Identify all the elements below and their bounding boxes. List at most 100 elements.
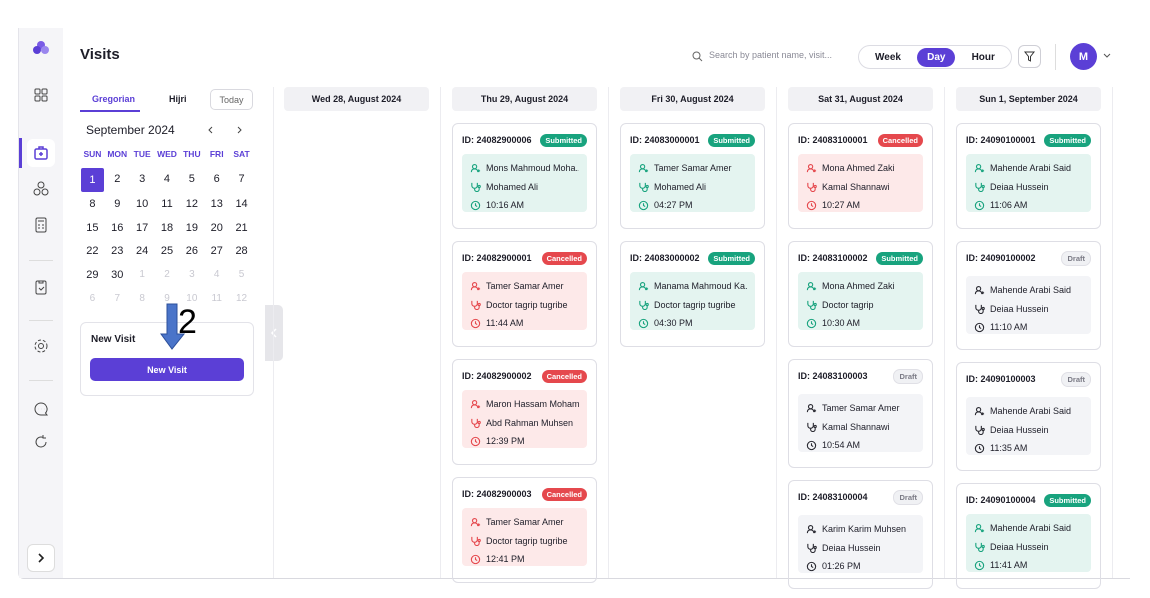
day[interactable]: 29 xyxy=(86,268,99,281)
day[interactable]: 10 xyxy=(136,198,149,211)
collapse-handle[interactable] xyxy=(265,305,283,361)
visit-card[interactable]: ID: 24083100003 Draft Tamer Samar Amer Kama… xyxy=(788,359,933,468)
patient: Mona Ahmed Zaki xyxy=(822,281,895,292)
next-month-day[interactable]: 1 xyxy=(139,269,145,281)
day[interactable]: 8 xyxy=(89,198,96,211)
day[interactable]: 20 xyxy=(210,221,223,234)
visit-card[interactable]: ID: 24090100001 Submitted Mahende Arabi Sa… xyxy=(956,123,1101,229)
refresh-icon[interactable] xyxy=(32,433,50,451)
next-month-day[interactable]: 12 xyxy=(236,292,248,304)
visit-card[interactable]: ID: 24090100004 Submitted Mahende Arabi Sa… xyxy=(956,483,1101,589)
day[interactable]: 5 xyxy=(188,172,195,185)
tab[interactable]: Hijri xyxy=(169,94,187,104)
time-row: 11:41 AM xyxy=(974,556,1083,575)
billing-icon[interactable] xyxy=(32,216,50,234)
day[interactable]: 18 xyxy=(160,221,174,234)
day[interactable]: 14 xyxy=(235,198,248,211)
day[interactable]: 30 xyxy=(111,268,124,281)
next-month-day[interactable]: 4 xyxy=(213,269,220,281)
day[interactable]: 17 xyxy=(136,221,149,234)
doctor: Abd Rahman Muhsen xyxy=(486,417,574,428)
status-badge: Submitted xyxy=(708,133,755,147)
day[interactable]: 3 xyxy=(139,172,146,185)
next-month-day[interactable]: 3 xyxy=(189,269,195,281)
day[interactable]: 26 xyxy=(185,245,198,258)
visit-card[interactable]: ID: 24083000001 Submitted Tamer Samar Amer… xyxy=(620,123,765,229)
next-month-day[interactable]: 5 xyxy=(238,269,245,281)
patient-icon xyxy=(974,406,985,415)
next-month-day[interactable]: 11 xyxy=(211,292,222,304)
time: 11:44 AM xyxy=(486,318,524,329)
view-option[interactable]: Week xyxy=(875,51,901,63)
time-row: 10:54 AM xyxy=(806,436,915,455)
visit-card[interactable]: ID: 24082900002 Cancelled Maron Hassam Moh… xyxy=(452,359,597,465)
time: 01:26 PM xyxy=(822,561,861,572)
visit-card[interactable]: ID: 24083100002 Submitted Mona Ahmed Zaki D… xyxy=(788,241,933,347)
day[interactable]: 19 xyxy=(185,221,198,234)
day[interactable]: 27 xyxy=(210,245,223,258)
visit-card[interactable]: ID: 24082900006 Submitted Mons Mahmoud Moh… xyxy=(452,123,597,229)
visit-card[interactable]: ID: 24082900001 Cancelled Tamer Samar Amer… xyxy=(452,241,597,347)
search-input[interactable]: Search by patient name, visit... xyxy=(709,50,833,60)
card-list: ID: 24083000001 Submitted Tamer Samar Amer… xyxy=(620,123,765,347)
day[interactable]: 2 xyxy=(114,172,121,185)
view-option[interactable]: Hour xyxy=(971,51,995,63)
day[interactable]: 11 xyxy=(161,198,173,211)
chat-icon[interactable] xyxy=(32,400,50,418)
dashboard-icon[interactable] xyxy=(32,86,50,104)
patient-icon xyxy=(974,523,985,532)
chevron xyxy=(38,553,45,563)
filter-button[interactable] xyxy=(1018,45,1041,68)
card-id-row: ID: 24090100004 Submitted xyxy=(966,492,1091,508)
next-month-day[interactable]: 2 xyxy=(164,269,170,281)
day[interactable]: 12 xyxy=(185,198,198,211)
visit-card[interactable]: ID: 24090100002 Draft Mahende Arabi Said De… xyxy=(956,241,1101,350)
doctor-row: Deiaa Hussein xyxy=(974,421,1083,440)
next-month-day[interactable]: 8 xyxy=(139,292,145,304)
tab[interactable]: Gregorian xyxy=(92,94,136,104)
card-id-row: ID: 24083100002 Submitted xyxy=(798,250,923,266)
day[interactable]: 7 xyxy=(238,172,245,185)
services-icon[interactable] xyxy=(32,180,50,198)
doctor-icon xyxy=(639,301,649,311)
day[interactable]: 1 xyxy=(81,168,104,192)
day[interactable]: 22 xyxy=(86,245,99,258)
settings-icon[interactable] xyxy=(32,337,50,355)
divider xyxy=(29,260,53,261)
page-title: Visits xyxy=(80,46,120,63)
day[interactable]: 16 xyxy=(111,221,124,234)
day[interactable]: 24 xyxy=(136,245,149,258)
day[interactable]: 9 xyxy=(114,198,121,211)
visit-card[interactable]: ID: 24083100001 Cancelled Mona Ahmed Zaki K… xyxy=(788,123,933,229)
today-button[interactable]: Today xyxy=(210,89,253,110)
day[interactable]: 21 xyxy=(235,221,248,234)
tasks-icon[interactable] xyxy=(32,278,50,296)
status-badge: Submitted xyxy=(708,251,755,265)
visit-card[interactable]: ID: 24090100003 Draft Mahende Arabi Said De… xyxy=(956,362,1101,471)
next-month-day[interactable]: 10 xyxy=(186,292,198,304)
day[interactable]: 4 xyxy=(163,172,171,185)
weekday: SUN xyxy=(83,149,102,159)
visits-icon[interactable] xyxy=(32,144,50,162)
day[interactable]: 23 xyxy=(111,245,124,258)
day[interactable]: 25 xyxy=(160,245,174,258)
next-month-day[interactable]: 9 xyxy=(164,292,170,304)
expand-button[interactable] xyxy=(27,544,55,572)
day[interactable]: 28 xyxy=(235,245,248,258)
time-row: 10:16 AM xyxy=(470,196,579,215)
patient-icon xyxy=(806,524,817,533)
visit-card[interactable]: ID: 24083000002 Submitted Manama Mahmoud K… xyxy=(620,241,765,347)
day[interactable]: 13 xyxy=(210,198,223,211)
avatar-caret[interactable] xyxy=(1103,53,1111,59)
view-option[interactable]: Day xyxy=(917,47,956,67)
day[interactable]: 15 xyxy=(86,221,99,234)
visit-details: Manama Mahmoud Ka... Doctor tagrip tugrib… xyxy=(630,272,755,330)
new-visit-button[interactable]: New Visit xyxy=(90,358,244,381)
next-month-day[interactable]: 6 xyxy=(89,292,96,304)
day[interactable]: 6 xyxy=(213,172,220,185)
visit-card[interactable]: ID: 24083100004 Draft Karim Karim Muhsen De… xyxy=(788,480,933,589)
visit-card[interactable]: ID: 24082900003 Cancelled Tamer Samar Amer… xyxy=(452,477,597,583)
next-month-day[interactable]: 7 xyxy=(114,292,121,304)
avatar[interactable]: M xyxy=(1070,43,1097,70)
month-nav[interactable] xyxy=(206,125,246,135)
